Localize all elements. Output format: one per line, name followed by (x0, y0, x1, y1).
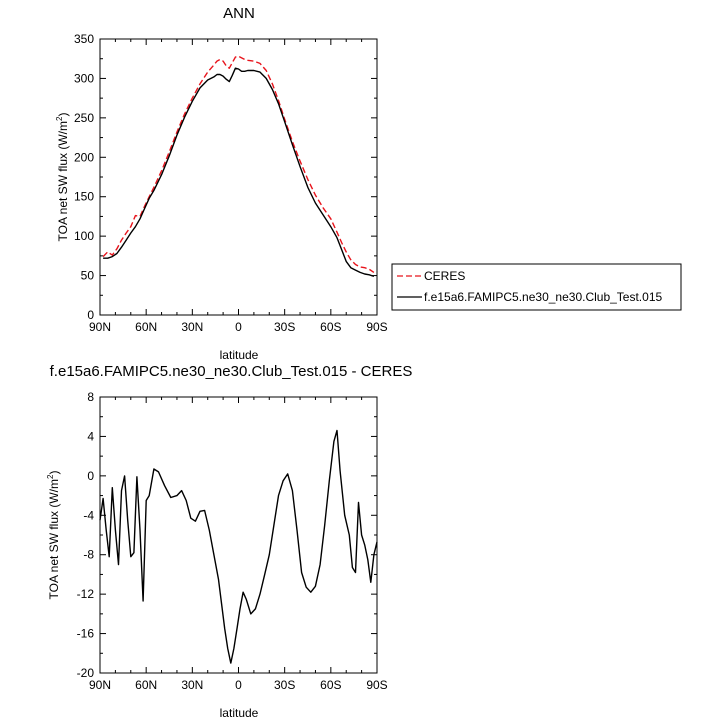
bottom-chart-series (99, 429, 378, 664)
top-chart-series (102, 55, 375, 278)
bottom-chart-ticks: 90N 60N 30N 0 30S 60S 90S -20 -16 -12 -8 -4 0 4 8 (77, 390, 388, 692)
bottom-chart-title: f.e15a6.FAMIPC5.ne30_ne30.Club_Test.015 … (50, 363, 413, 380)
y-tick-label: -4 (83, 508, 94, 522)
bottom-chart: f.e15a6.FAMIPC5.ne30_ne30.Club_Test.015 … (46, 363, 412, 720)
y-tick-label: 4 (87, 429, 94, 443)
x-tick-label: 60N (135, 320, 157, 334)
bottom-chart-series-line-model (99, 429, 378, 664)
y-tick-label: 0 (87, 469, 94, 483)
x-tick-label: 90N (89, 678, 111, 692)
y-tick-label: 0 (87, 308, 94, 322)
top-chart-frame (99, 38, 378, 316)
top-chart-series-line-ceres (102, 55, 375, 273)
y-tick-label: 150 (74, 190, 94, 204)
x-tick-label: 60N (135, 678, 157, 692)
x-tick-label: 90N (89, 320, 111, 334)
x-tick-label: 30S (274, 678, 295, 692)
y-tick-label: 350 (74, 32, 94, 46)
x-tick-label: 60S (320, 678, 341, 692)
top-chart-x-axis-label: latitude (220, 348, 259, 362)
x-tick-label: 0 (235, 320, 242, 334)
x-tick-label: 0 (235, 678, 242, 692)
y-tick-label: -8 (83, 548, 94, 562)
x-tick-label: 60S (320, 320, 341, 334)
y-tick-label: 300 (74, 71, 94, 85)
x-tick-label: 30N (181, 320, 203, 334)
x-tick-label: 30S (274, 320, 295, 334)
y-tick-label: 100 (74, 229, 94, 243)
y-tick-label: 50 (81, 269, 95, 283)
legend-label-ceres: CERES (424, 269, 465, 283)
top-chart-title: ANN (223, 5, 255, 22)
top-chart-series-line-model (103, 67, 375, 278)
legend-box (391, 263, 682, 311)
y-tick-label: -20 (77, 666, 95, 680)
x-tick-label: 90S (366, 320, 387, 334)
y-tick-label: -12 (77, 587, 95, 601)
top-chart: ANN 90N 60N 30N 0 30S 60S 90S 0 50 100 150 200 250 30… (55, 5, 388, 362)
y-tick-label: -16 (77, 627, 95, 641)
legend-label-model: f.e15a6.FAMIPC5.ne30_ne30.Club_Test.015 (424, 290, 662, 304)
y-tick-label: 250 (74, 111, 94, 125)
top-chart-y-axis-label: TOA net SW flux (W/m2) (55, 113, 70, 242)
y-tick-label: 200 (74, 150, 94, 164)
x-tick-label: 90S (366, 678, 387, 692)
y-tick-label: 8 (87, 390, 94, 404)
top-chart-ticks: 90N 60N 30N 0 30S 60S 90S 0 50 100 150 200 250 300 350 (74, 32, 388, 334)
bottom-chart-x-axis-label: latitude (220, 706, 259, 720)
bottom-chart-y-axis-label: TOA net SW flux (W/m2) (46, 471, 61, 600)
x-tick-label: 30N (181, 678, 203, 692)
legend: CERES f.e15a6.FAMIPC5.ne30_ne30.Club_Tes… (391, 263, 682, 311)
